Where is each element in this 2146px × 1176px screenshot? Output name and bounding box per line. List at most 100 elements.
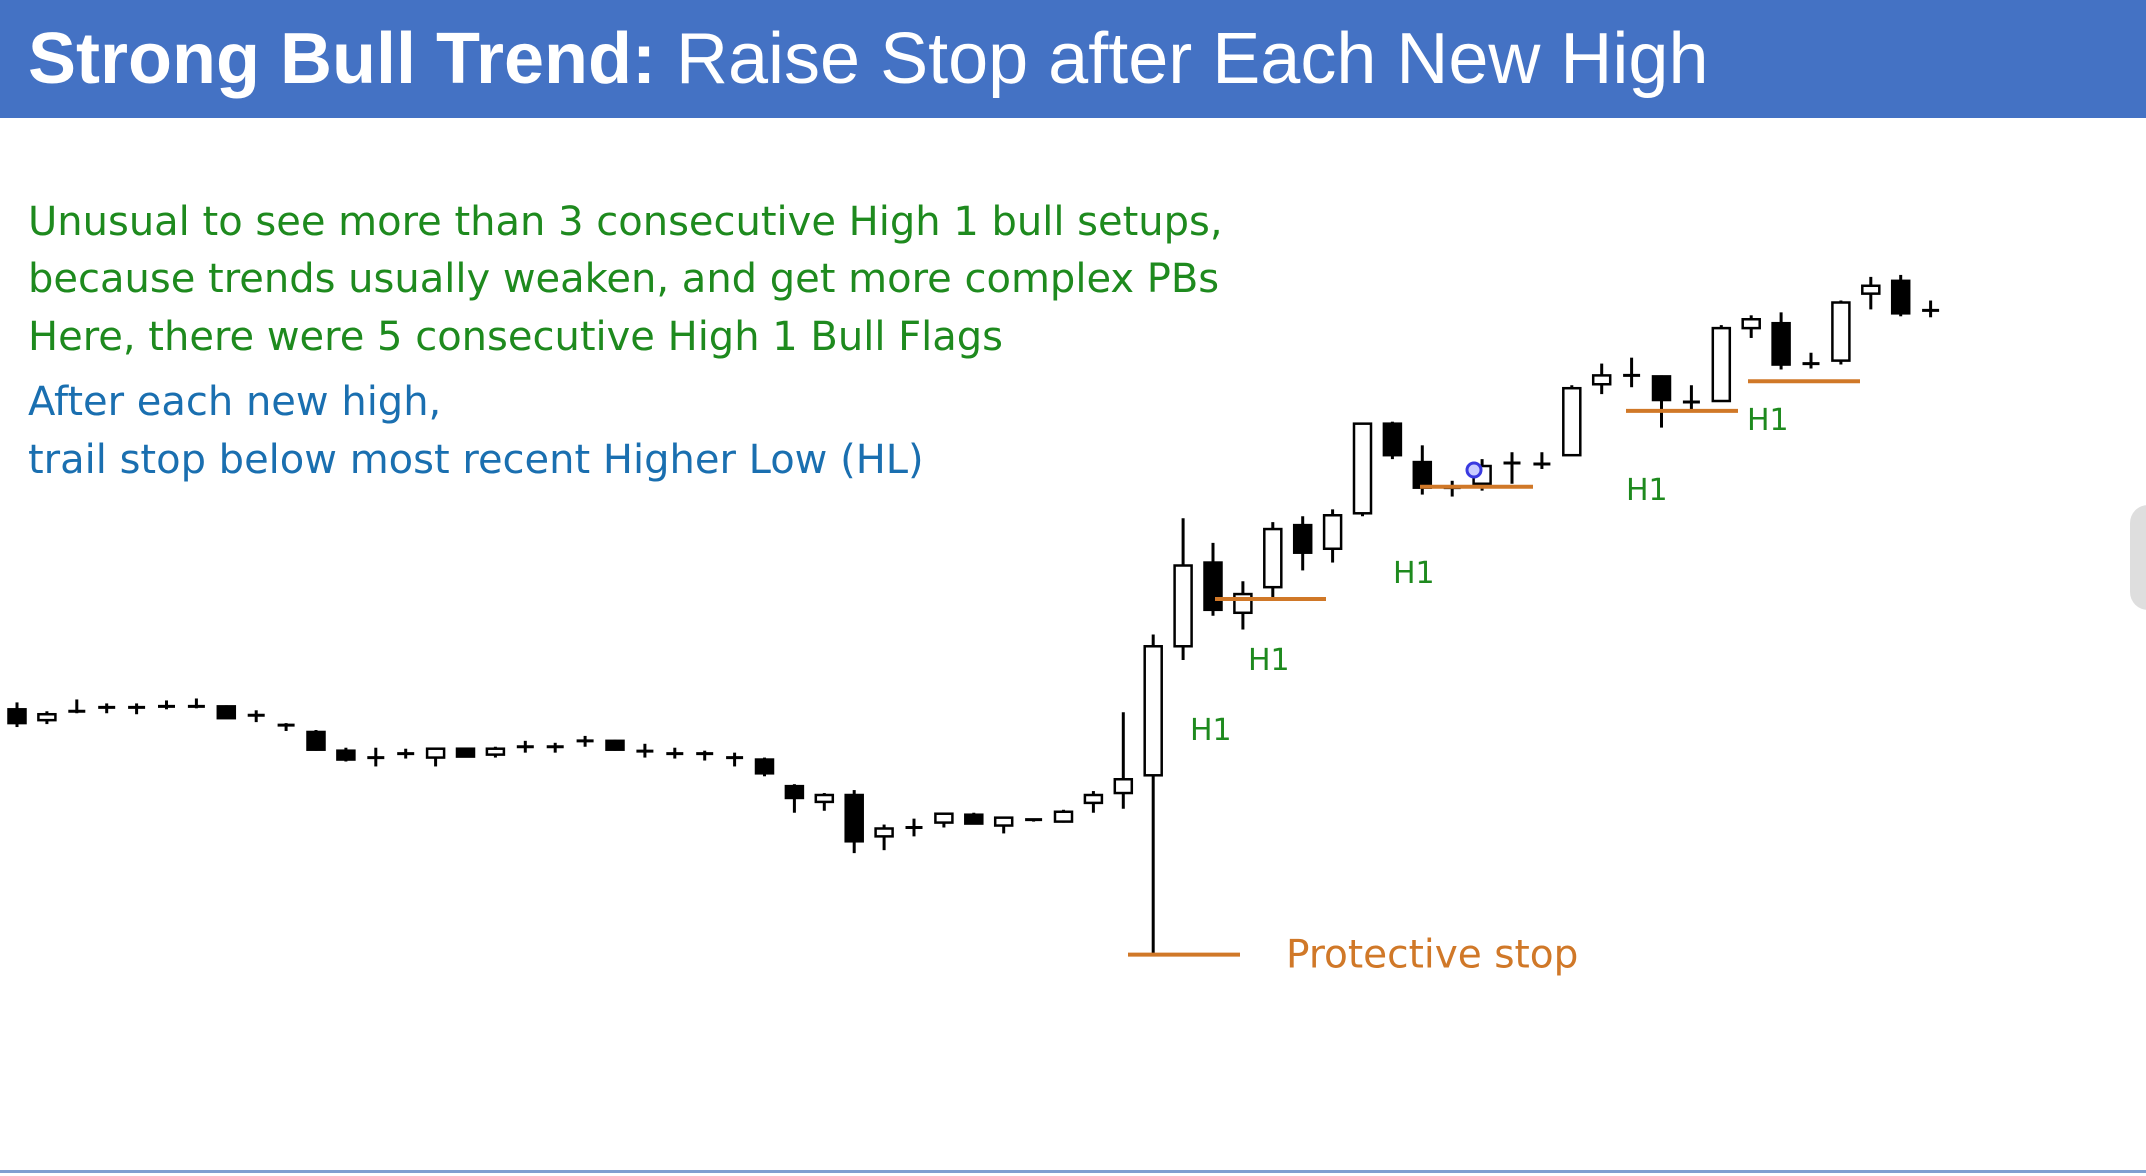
note-green-3: Here, there were 5 consecutive High 1 Bu…: [28, 314, 1004, 360]
candle: [1562, 385, 1582, 457]
candle: [1382, 421, 1403, 460]
candle: [636, 743, 654, 758]
candle: [1173, 518, 1193, 661]
candle-body-bull: [37, 712, 57, 722]
candle-body-bear: [844, 793, 864, 843]
candle: [277, 723, 295, 731]
candle: [1771, 312, 1791, 370]
candle: [128, 703, 146, 715]
candle: [485, 746, 506, 758]
candle: [1711, 325, 1732, 403]
candle: [68, 699, 86, 714]
candle-body-bull: [934, 812, 954, 824]
candle-body-bear: [964, 813, 984, 825]
candle: [1682, 385, 1700, 410]
candle: [993, 816, 1014, 834]
candle: [425, 747, 446, 767]
candle: [666, 747, 684, 759]
note-green-1: Unusual to see more than 3 consecutive H…: [28, 199, 1223, 245]
candle-body-bear: [216, 705, 237, 720]
candle-body-bull: [1053, 810, 1074, 823]
candle-body-bear: [1382, 422, 1403, 457]
bottom-divider: [0, 1170, 2146, 1173]
candle-body-bear: [605, 739, 625, 751]
candle: [546, 742, 564, 753]
candle: [367, 747, 385, 767]
title-bar: [0, 0, 2146, 118]
candle: [576, 735, 594, 747]
candle: [1143, 634, 1163, 956]
candle: [216, 705, 237, 720]
candle: [397, 748, 415, 759]
candle: [187, 698, 205, 709]
note-blue-1: After each new high,: [28, 379, 442, 425]
candle: [1263, 522, 1283, 599]
candle-body-bear: [1203, 561, 1223, 612]
candle: [726, 752, 744, 767]
candle-body-bull: [1173, 564, 1193, 648]
candle-body-bear: [1651, 375, 1672, 402]
h1-label: H1: [1190, 713, 1232, 748]
candle-body-bear: [784, 784, 805, 800]
candle-body-bull: [1083, 793, 1104, 805]
protective-stop-label: Protective stop: [1286, 933, 1578, 978]
title-normal: Raise Stop after Each New High: [675, 19, 1709, 99]
candle: [934, 812, 954, 828]
candle: [1233, 581, 1253, 630]
note-blue-2: trail stop below most recent Higher Low …: [28, 437, 924, 483]
candle: [1741, 315, 1761, 338]
h1-label: H1: [1393, 556, 1435, 591]
candle: [7, 702, 27, 728]
h1-label: H1: [1248, 643, 1290, 678]
candle-body-bull: [1861, 284, 1881, 295]
candle: [1861, 276, 1881, 310]
candle: [1025, 818, 1043, 822]
candle: [1922, 300, 1940, 318]
slide-title: Strong Bull Trend: Raise Stop after Each…: [28, 14, 1709, 104]
candle: [336, 747, 356, 762]
candle-body-bear: [754, 758, 775, 775]
candle: [964, 812, 984, 825]
candle-body-bear: [336, 749, 356, 761]
candle-body-bull: [993, 816, 1014, 827]
candle: [516, 740, 534, 753]
candle: [1651, 375, 1672, 428]
candle-body-bear: [7, 708, 27, 725]
candle: [696, 750, 714, 761]
candle-body-bull: [1741, 318, 1761, 330]
candle: [1591, 363, 1612, 395]
h1-label: H1: [1626, 473, 1668, 508]
candle: [814, 793, 835, 811]
candle-body-bull: [1322, 514, 1343, 551]
candle: [98, 703, 116, 714]
candle: [1322, 509, 1343, 563]
candle: [1831, 300, 1851, 365]
candle-body-bear: [455, 747, 476, 758]
candle-body-bull: [1591, 374, 1612, 386]
candle-body-bear: [1412, 460, 1433, 489]
candle-body-bull: [814, 793, 835, 804]
candle: [1503, 452, 1521, 484]
candle: [37, 711, 57, 725]
candle: [784, 784, 805, 813]
candle-body-bull: [1263, 527, 1283, 589]
candle-body-bear: [1890, 279, 1911, 315]
candle: [1083, 791, 1104, 813]
candle-body-bear: [1771, 321, 1791, 366]
candle-body-bull: [1143, 645, 1163, 777]
candle-body-bull: [485, 747, 506, 756]
candle: [1802, 352, 1820, 369]
cursor-marker: [1465, 461, 1483, 479]
candle: [844, 790, 864, 854]
candle-body-bull: [1562, 386, 1582, 457]
candle: [306, 729, 326, 751]
candle: [874, 824, 894, 851]
candle: [1292, 516, 1313, 571]
candle-body-bull: [1831, 301, 1851, 362]
candle-body-bull: [1352, 422, 1373, 515]
candle-body-bull: [1711, 326, 1732, 403]
candle: [1053, 809, 1074, 823]
candle: [247, 710, 265, 723]
side-panel-tab[interactable]: [2130, 505, 2146, 610]
